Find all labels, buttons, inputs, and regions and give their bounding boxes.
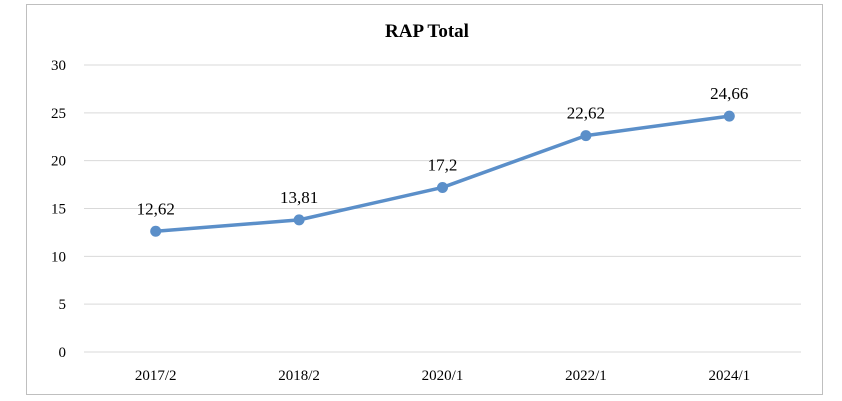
chart-title: RAP Total: [385, 21, 469, 42]
y-tick-label: 25: [51, 106, 66, 122]
data-label: 13,81: [280, 188, 318, 207]
y-axis-tick-labels: 0 5 10 15 20 25 30: [51, 58, 66, 361]
x-tick-label: 2020/1: [422, 368, 464, 384]
data-point: [437, 181, 448, 193]
x-axis-tick-labels: 2017/2 2018/2 2020/1 2022/1 2024/1: [135, 368, 750, 384]
chart-frame: [26, 4, 823, 395]
data-labels: 12,62 13,81 17,2 22,62 24,66: [137, 84, 749, 218]
x-tick-label: 2018/2: [278, 368, 320, 384]
data-label: 12,62: [137, 199, 175, 218]
data-point: [150, 225, 162, 237]
data-point: [293, 214, 305, 226]
grid-lines: [84, 64, 801, 353]
x-tick-label: 2024/1: [708, 368, 750, 384]
data-point: [580, 130, 592, 142]
x-tick-label: 2022/1: [565, 368, 607, 384]
x-tick-label: 2017/2: [135, 368, 177, 384]
data-label: 24,66: [710, 84, 748, 103]
data-point: [723, 110, 735, 122]
y-tick-label: 15: [51, 202, 66, 218]
y-tick-label: 5: [59, 297, 67, 313]
data-points: [150, 110, 735, 237]
data-label: 17,2: [428, 155, 458, 174]
y-tick-label: 10: [51, 249, 66, 265]
y-tick-label: 30: [51, 58, 66, 74]
y-tick-label: 20: [51, 154, 66, 170]
y-tick-label: 0: [59, 345, 67, 361]
data-label: 22,62: [567, 104, 605, 123]
